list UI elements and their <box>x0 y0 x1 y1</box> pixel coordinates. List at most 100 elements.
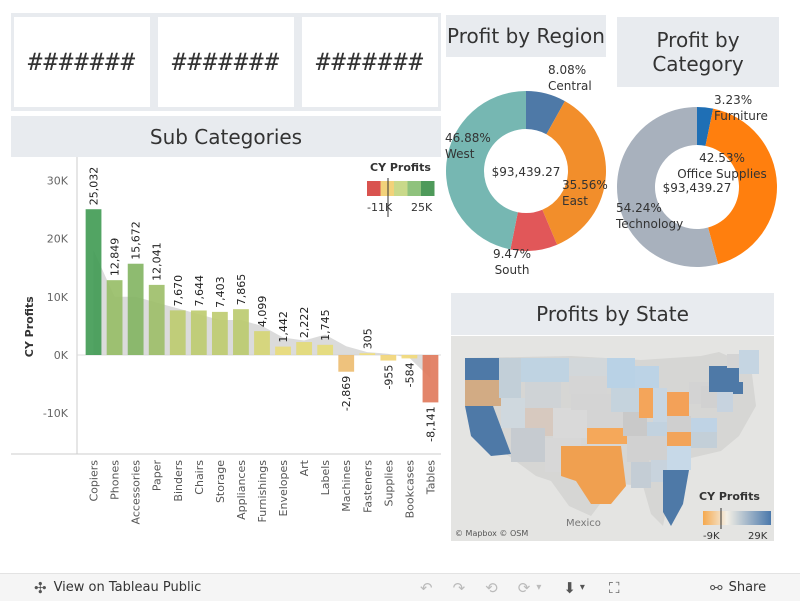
donut-slice[interactable] <box>617 107 719 267</box>
bar-category-label: Tables <box>424 460 437 495</box>
donut-category-label: Central <box>548 79 592 93</box>
map-attribution: © Mapbox © OSM <box>455 529 528 538</box>
bar-category-label: Copiers <box>88 460 101 502</box>
bar[interactable] <box>106 280 123 355</box>
view-on-tableau-public-link[interactable]: ✣ View on Tableau Public <box>34 574 201 601</box>
map-country-label: Mexico <box>566 518 601 529</box>
bar[interactable] <box>211 311 228 355</box>
bar-value-label: 7,644 <box>193 275 206 307</box>
bar-value-label: 25,032 <box>88 167 101 206</box>
bar[interactable] <box>190 310 207 355</box>
bar[interactable] <box>233 309 249 355</box>
bar-y-tick-label: 0K <box>54 349 69 362</box>
bar-category-label: Phones <box>109 460 122 500</box>
tableau-logo-icon: ✣ <box>34 578 47 597</box>
bar-value-label: 2,222 <box>298 307 311 339</box>
bar-category-label: Machines <box>340 460 353 512</box>
donut-category-label: Furniture <box>714 109 768 123</box>
bar[interactable] <box>127 263 144 355</box>
bar-value-label: 1,442 <box>277 311 290 343</box>
bar[interactable] <box>359 353 376 355</box>
bar[interactable] <box>254 331 270 355</box>
bar-y-tick-label: -10K <box>43 407 69 420</box>
donut-value-label: 8.08% <box>548 63 586 77</box>
donut-slice[interactable] <box>705 108 777 265</box>
donut-category-label: West <box>445 147 475 161</box>
donut-value-label: 9.47% <box>493 247 531 261</box>
bar-y-tick-label: 30K <box>47 174 69 187</box>
bar-value-label: 15,672 <box>130 221 143 260</box>
refresh-icon[interactable]: ⟳ <box>517 578 531 597</box>
tableau-toolbar: ✣ View on Tableau Public ↶ ↷ ⟲ ⟳ ▾ ⬇ ▾ ⛶… <box>0 573 800 601</box>
profit-by-region-title: Profit by Region <box>446 15 606 57</box>
donut-slice[interactable] <box>697 107 714 146</box>
bar[interactable] <box>169 310 186 355</box>
bar-value-label: -584 <box>403 362 416 387</box>
bar-value-label: 4,099 <box>256 296 269 328</box>
bar-y-axis-label: CY Profits <box>23 296 36 357</box>
bar-legend-swatch <box>367 181 381 196</box>
share-button[interactable]: ⚯ Share <box>710 574 766 601</box>
bar-category-label: Accessories <box>130 460 143 525</box>
kpi-tile-1: ####### <box>14 17 150 107</box>
donut-center-total: $93,439.27 <box>492 165 561 179</box>
donut-category-label: Office Supplies <box>677 167 767 181</box>
bar[interactable] <box>275 346 291 355</box>
bar[interactable] <box>148 284 165 355</box>
sub-categories-title: Sub Categories <box>11 116 441 157</box>
donut-slice[interactable] <box>446 91 526 250</box>
revert-icon[interactable]: ⟲ <box>485 578 498 597</box>
donut-center-total: $93,439.27 <box>663 181 732 195</box>
bar-category-label: Fasteners <box>361 460 374 513</box>
map-legend-title: CY Profits <box>699 490 760 503</box>
bar-category-label: Envelopes <box>277 460 290 517</box>
bar-value-label: 7,403 <box>214 276 227 308</box>
map-legend-max: 29K <box>748 531 768 541</box>
bar[interactable] <box>422 355 439 403</box>
bar-category-label: Binders <box>172 460 185 502</box>
bar-category-label: Supplies <box>382 460 395 507</box>
refresh-dropdown-chevron-icon[interactable]: ▾ <box>536 582 542 593</box>
bar-legend-title: CY Profits <box>370 161 431 174</box>
donut-slice[interactable] <box>510 209 558 251</box>
share-icon: ⚯ <box>710 578 723 597</box>
bar-y-tick-label: 20K <box>47 233 69 246</box>
donut-category-label: East <box>562 194 588 208</box>
bar-category-label: Bookcases <box>403 460 416 519</box>
bar[interactable] <box>380 355 397 361</box>
bar-value-label: -8,141 <box>424 406 437 441</box>
bar-category-label: Labels <box>319 460 332 496</box>
bar-category-label: Storage <box>214 460 227 503</box>
profit-by-region-donut[interactable]: $93,439.27 8.08% Central 35.56% East 9.47% Sou… <box>440 60 615 285</box>
profit-by-category-donut[interactable]: $93,439.27 3.23% Furniture 42.53% Office Sup… <box>612 88 792 288</box>
profits-by-state-map[interactable]: Mexico © Mapbox © OSM CY Profits -9K 29K <box>451 336 774 541</box>
download-icon[interactable]: ⬇ <box>563 578 576 597</box>
bar-legend-swatch <box>407 181 421 196</box>
donut-value-label: 3.23% <box>714 93 752 107</box>
kpi-tile-3: ####### <box>302 17 438 107</box>
bar-category-label: Furnishings <box>256 460 269 523</box>
donut-slice[interactable] <box>542 101 606 245</box>
bar[interactable] <box>338 355 355 372</box>
donut-category-label: Technology <box>615 217 683 231</box>
bar-legend-swatch <box>421 181 435 196</box>
bar-legend-swatch <box>394 181 408 196</box>
donut-value-label: 46.88% <box>445 131 491 145</box>
undo-icon[interactable]: ↶ <box>420 578 433 597</box>
map-legend-gradient <box>703 511 771 525</box>
sub-categories-bar-chart[interactable]: -10K 0K 10K 20K 30K CY Profits 25,032 Copiers 12… <box>11 157 441 567</box>
donut-slice[interactable] <box>526 91 565 135</box>
bar-value-label: 1,745 <box>319 309 332 341</box>
bar-value-label: -2,869 <box>340 376 353 411</box>
download-dropdown-chevron-icon[interactable]: ▾ <box>579 582 585 593</box>
donut-value-label: 35.56% <box>562 178 608 192</box>
fullscreen-icon[interactable]: ⛶ <box>608 578 620 597</box>
bar-legend-min: -11K <box>367 201 393 214</box>
redo-icon[interactable]: ↷ <box>452 578 466 597</box>
bar[interactable] <box>85 209 102 355</box>
bar[interactable] <box>401 355 418 359</box>
bar[interactable] <box>296 342 313 355</box>
bar[interactable] <box>317 344 334 355</box>
bar-category-label: Appliances <box>235 460 248 520</box>
view-on-tableau-public-label: View on Tableau Public <box>53 580 202 595</box>
